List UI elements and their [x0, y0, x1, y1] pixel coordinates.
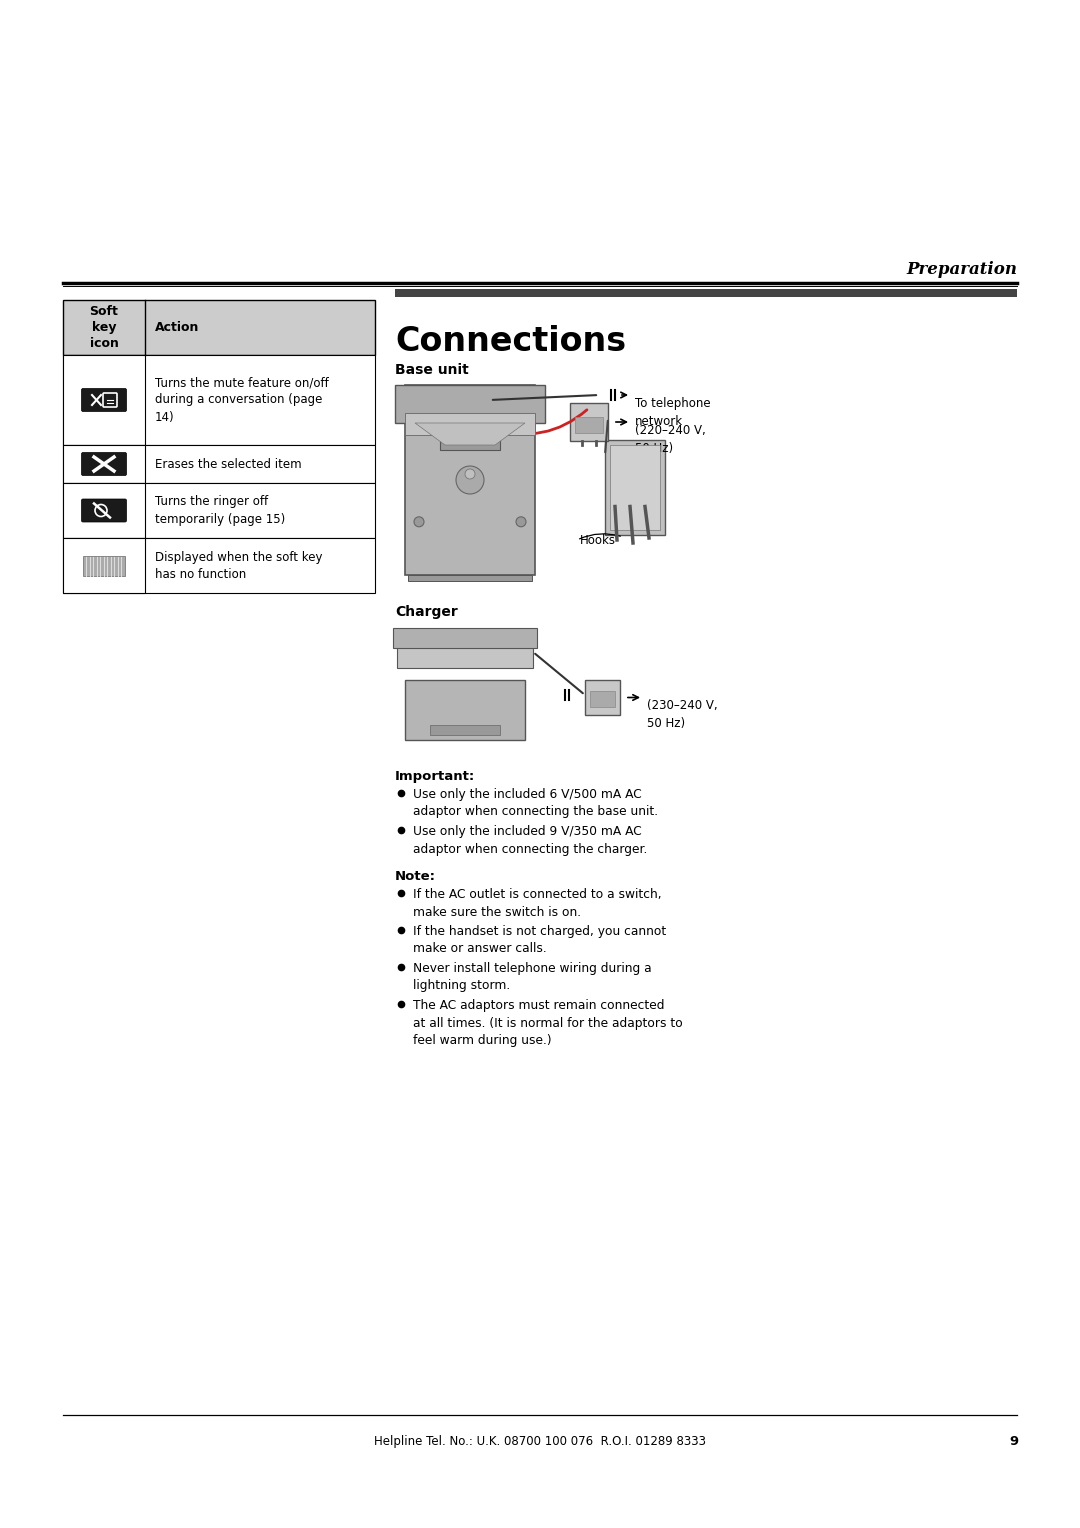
- Bar: [575, 417, 603, 432]
- Text: Displayed when the soft key
has no function: Displayed when the soft key has no funct…: [156, 550, 323, 581]
- Bar: [408, 575, 532, 581]
- Text: Connections: Connections: [395, 325, 626, 358]
- Text: The AC adaptors must remain connected
at all times. (It is normal for the adapto: The AC adaptors must remain connected at…: [413, 999, 683, 1047]
- Text: Use only the included 9 V/350 mA AC
adaptor when connecting the charger.: Use only the included 9 V/350 mA AC adap…: [413, 825, 647, 856]
- Text: (220–240 V,
50 Hz): (220–240 V, 50 Hz): [635, 423, 705, 455]
- Bar: [63, 483, 145, 538]
- Bar: [63, 354, 375, 445]
- Bar: [570, 403, 608, 442]
- Text: Turns the mute feature on/off
during a conversation (page
14): Turns the mute feature on/off during a c…: [156, 376, 328, 423]
- Text: To telephone
network: To telephone network: [635, 397, 711, 428]
- Bar: [405, 680, 525, 740]
- FancyBboxPatch shape: [81, 500, 126, 523]
- FancyBboxPatch shape: [81, 388, 126, 411]
- Bar: [605, 440, 665, 535]
- Text: Never install telephone wiring during a
lightning storm.: Never install telephone wiring during a …: [413, 963, 651, 993]
- Bar: [63, 483, 375, 538]
- Circle shape: [456, 466, 484, 494]
- Circle shape: [465, 469, 475, 478]
- Text: 9: 9: [1010, 1435, 1020, 1449]
- Text: Hooks: Hooks: [580, 533, 616, 547]
- Polygon shape: [415, 423, 525, 445]
- Bar: [393, 628, 537, 648]
- Text: Preparation: Preparation: [906, 261, 1017, 278]
- Text: Use only the included 6 V/500 mA AC
adaptor when connecting the base unit.: Use only the included 6 V/500 mA AC adap…: [413, 788, 658, 819]
- Text: Base unit: Base unit: [395, 364, 469, 377]
- Text: Charger: Charger: [395, 605, 458, 619]
- Bar: [585, 680, 620, 715]
- FancyBboxPatch shape: [81, 452, 126, 475]
- Bar: [405, 385, 535, 575]
- Bar: [63, 538, 375, 593]
- Text: Turns the ringer off
temporarily (page 15): Turns the ringer off temporarily (page 1…: [156, 495, 285, 526]
- Bar: [440, 420, 500, 451]
- Bar: [83, 556, 125, 576]
- Bar: [63, 445, 375, 483]
- Bar: [405, 413, 535, 435]
- Text: If the AC outlet is connected to a switch,
make sure the switch is on.: If the AC outlet is connected to a switc…: [413, 888, 662, 918]
- Bar: [63, 354, 145, 445]
- Text: Helpline Tel. No.: U.K. 08700 100 076  R.O.I. 01289 8333: Helpline Tel. No.: U.K. 08700 100 076 R.…: [374, 1435, 706, 1449]
- Bar: [430, 724, 500, 735]
- Circle shape: [516, 516, 526, 527]
- Bar: [395, 385, 545, 423]
- Text: Action: Action: [156, 321, 200, 335]
- Text: Note:: Note:: [395, 869, 436, 883]
- Bar: [610, 445, 660, 530]
- Text: Soft
key
icon: Soft key icon: [90, 306, 119, 350]
- Text: Important:: Important:: [395, 770, 475, 782]
- Bar: [63, 299, 375, 354]
- Text: Erases the selected item: Erases the selected item: [156, 457, 301, 471]
- Text: If the handset is not charged, you cannot
make or answer calls.: If the handset is not charged, you canno…: [413, 924, 666, 955]
- Bar: [63, 538, 145, 593]
- Bar: [63, 445, 145, 483]
- Text: (230–240 V,
50 Hz): (230–240 V, 50 Hz): [647, 700, 717, 730]
- Bar: [395, 289, 1017, 296]
- Bar: [397, 640, 534, 668]
- Circle shape: [414, 516, 424, 527]
- Bar: [590, 691, 615, 707]
